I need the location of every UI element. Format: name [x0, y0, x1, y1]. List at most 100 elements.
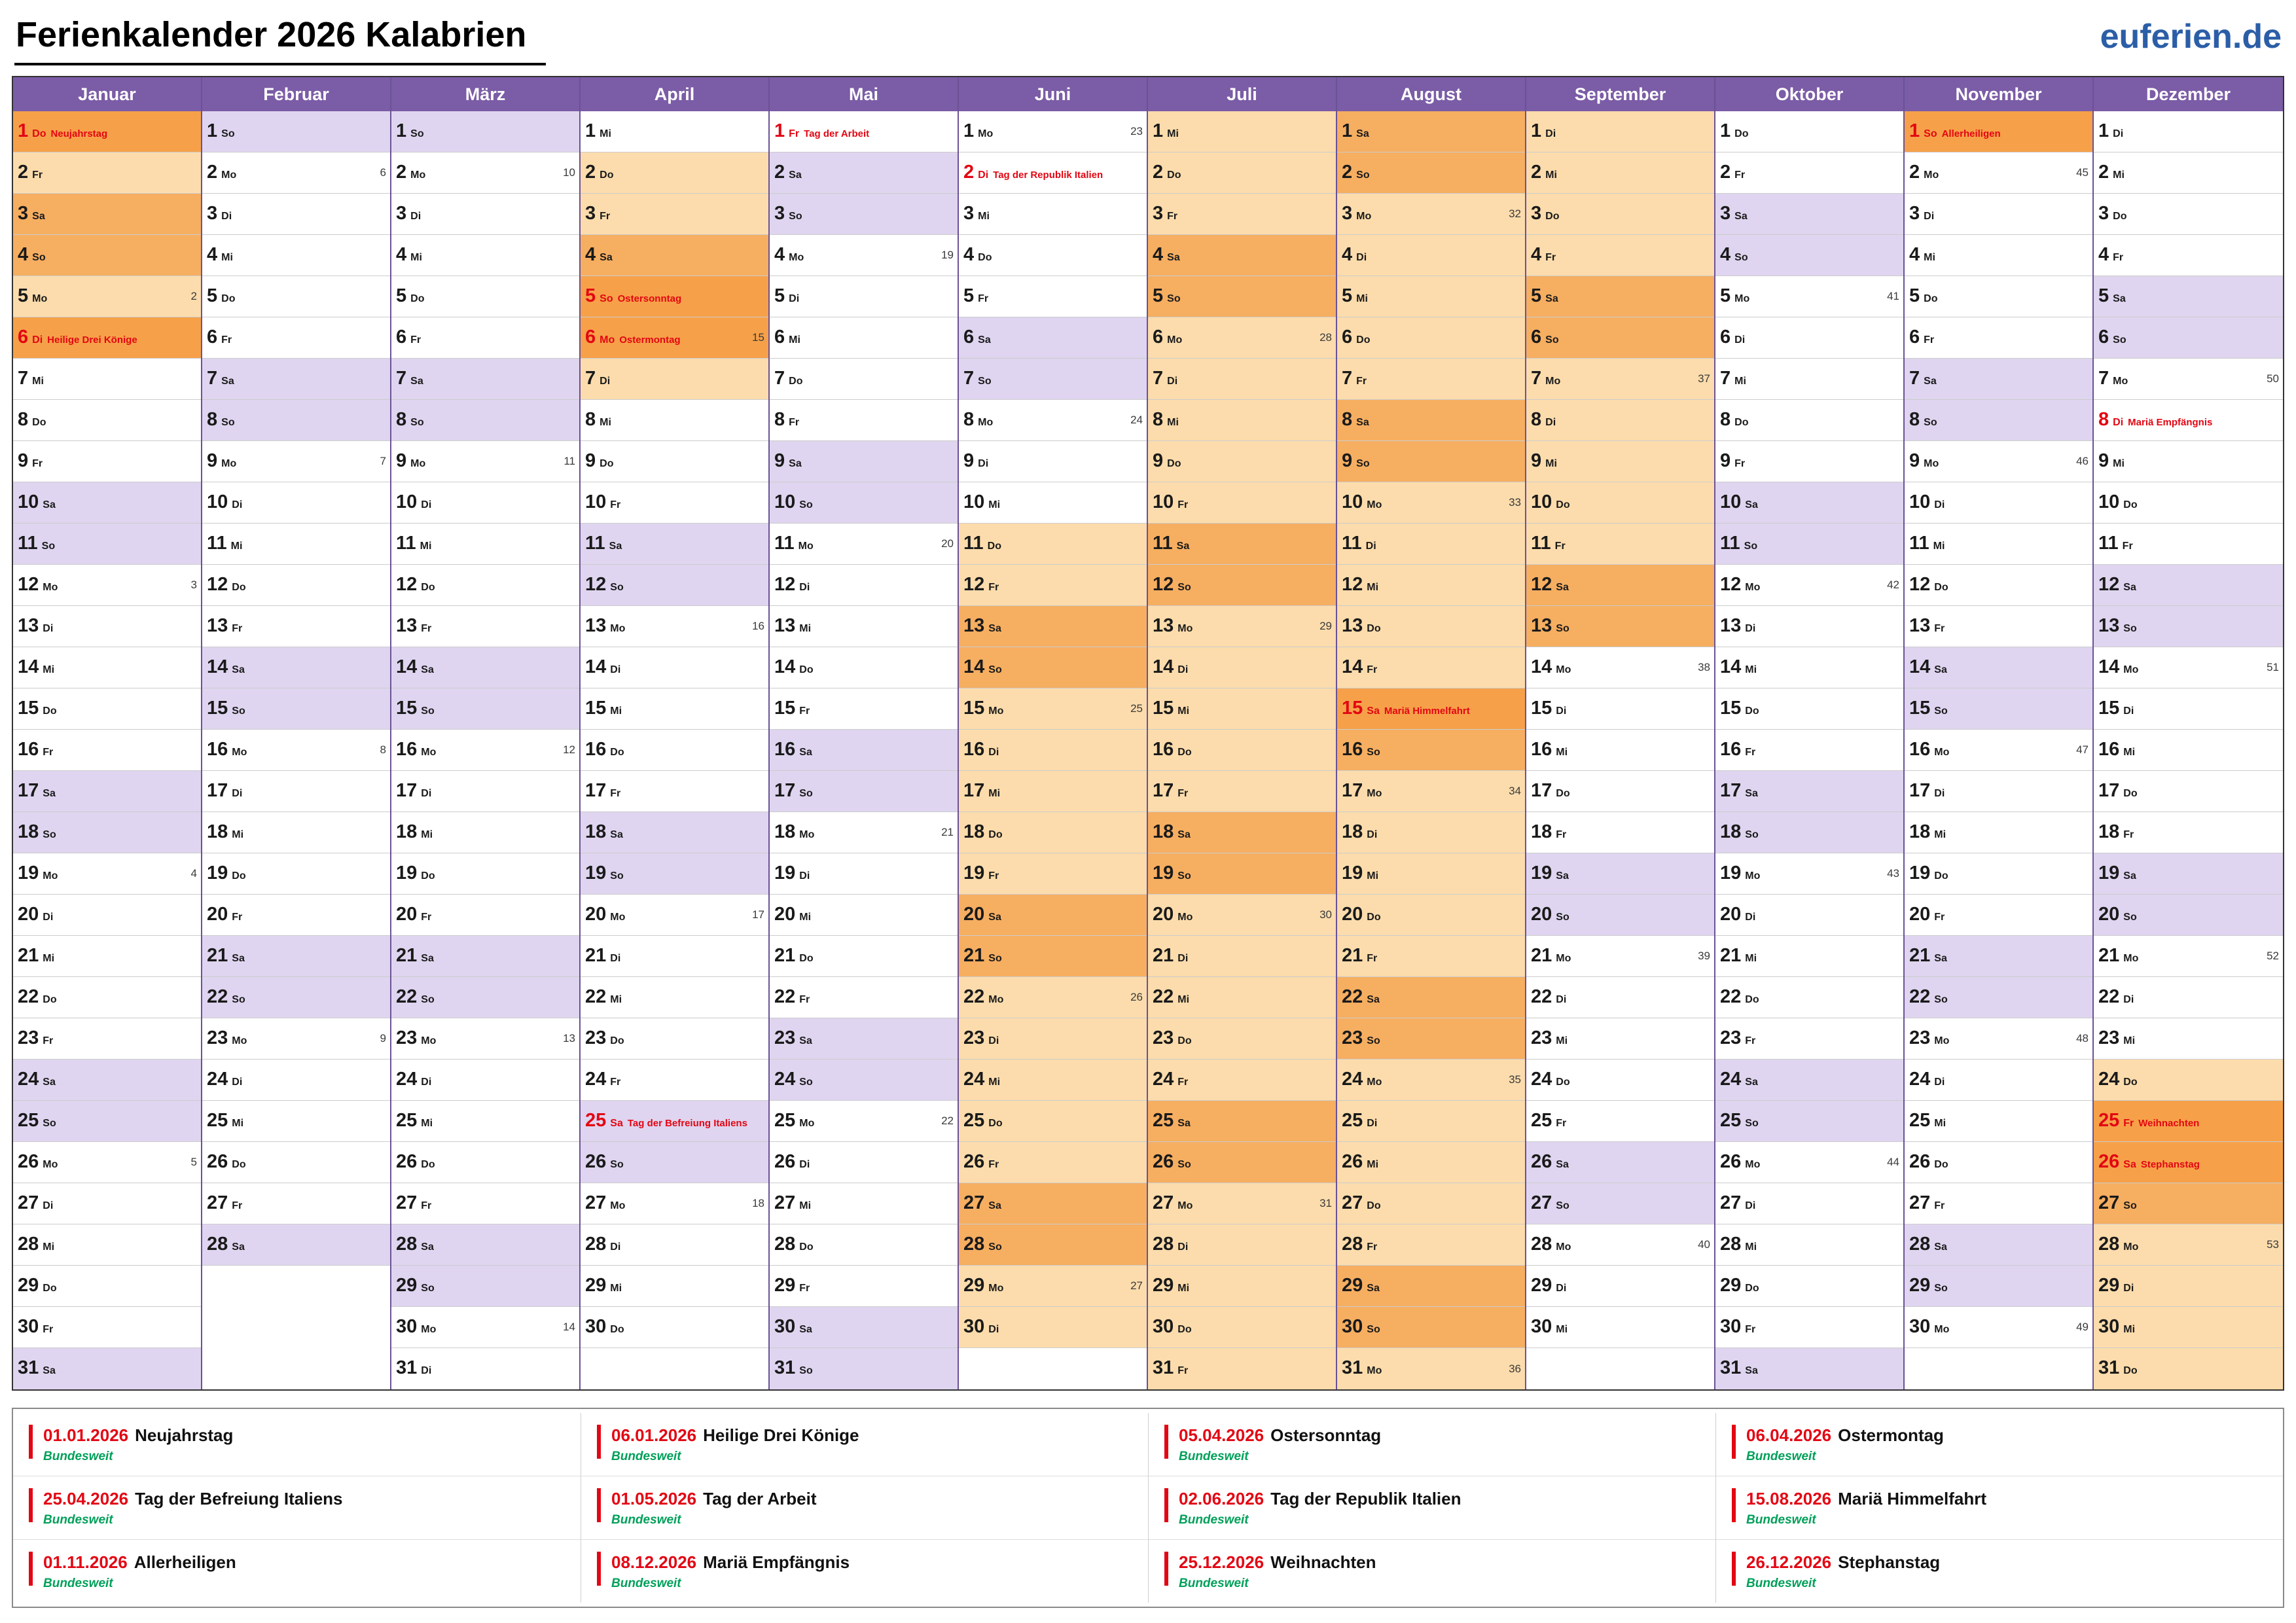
- day-number: 9: [207, 450, 218, 471]
- day-cell: 1 Do: [1715, 111, 1903, 152]
- week-number: 6: [380, 166, 386, 179]
- day-cell: 31 Mo 36: [1337, 1348, 1525, 1389]
- day-cell: 13 Di: [13, 606, 201, 647]
- day-cell: 22 So: [202, 977, 390, 1018]
- month-column: September 1 Di 2 Mi 3 Do 4 Fr 5 Sa 6 So 7 Mo 37 8 Di 9 Mi 10…: [1526, 77, 1715, 1389]
- day-cell: 13 Fr: [1905, 606, 2092, 647]
- day-number: 16: [207, 739, 228, 760]
- day-cell: 11 So: [1715, 524, 1903, 565]
- weekday-label: So: [610, 582, 624, 593]
- day-cell: 30 Mi: [2094, 1307, 2283, 1348]
- day-number: 23: [1909, 1027, 1931, 1048]
- weekday-label: Mi: [1933, 541, 1945, 552]
- month-column: Februar 1 So 2 Mo 6 3 Di 4 Mi 5 Do 6 Fr 7 Sa 8 So 9 Mo 7 10 Di…: [202, 77, 391, 1389]
- day-cell: 3 Di: [202, 194, 390, 235]
- day-cell: 5 So: [1148, 276, 1336, 317]
- legend-holiday-name: Stephanstag: [1838, 1552, 1941, 1572]
- day-number: 28: [18, 1234, 39, 1255]
- legend-date: 02.06.2026: [1179, 1489, 1265, 1508]
- day-cell: 29 Mi: [1148, 1266, 1336, 1307]
- day-number: 10: [1153, 491, 1174, 512]
- day-cell: 29 So: [1905, 1266, 2092, 1307]
- day-cell: 23 So: [1337, 1018, 1525, 1060]
- week-number: 52: [2267, 950, 2279, 962]
- day-number: 30: [396, 1316, 418, 1337]
- day-number: 8: [585, 409, 596, 430]
- day-number: 17: [963, 780, 985, 801]
- day-number: 15: [963, 698, 985, 719]
- week-number: 3: [190, 579, 197, 591]
- day-cell: 2 Mi: [2094, 152, 2283, 194]
- day-cell: 20 Fr: [1905, 895, 2092, 936]
- weekday-label: Do: [232, 582, 246, 593]
- weekday-label: Mo: [1745, 870, 1761, 882]
- weekday-label: Do: [1167, 458, 1181, 469]
- week-number: 37: [1698, 372, 1710, 385]
- day-cell: 20 Mi: [770, 895, 958, 936]
- day-cell: 22 Do: [1715, 977, 1903, 1018]
- day-number: 8: [396, 409, 407, 430]
- day-number: 21: [1342, 945, 1363, 966]
- day-cell: 12 Mo 3: [13, 565, 201, 606]
- weekday-label: Di: [1734, 334, 1746, 346]
- day-cell: 15 So: [1905, 688, 2092, 730]
- weekday-label: Sa: [1356, 128, 1369, 139]
- day-cell: 3 Fr: [1148, 194, 1336, 235]
- legend-date: 06.04.2026: [1746, 1425, 1832, 1445]
- weekday-label: Fr: [1734, 458, 1746, 469]
- day-cell: 17 Sa: [13, 771, 201, 812]
- legend-region: Bundesweit: [43, 1577, 113, 1590]
- day-cell: 19 So: [581, 853, 768, 895]
- day-number: 5: [1720, 285, 1731, 306]
- day-cell: 28 Sa: [202, 1224, 390, 1266]
- day-number: 20: [1153, 904, 1174, 925]
- weekday-label: Mi: [988, 499, 1001, 510]
- weekday-label: Mi: [1745, 664, 1757, 675]
- day-number: 12: [585, 574, 607, 595]
- day-number: 15: [207, 698, 228, 719]
- day-cell: 22 Mo 26: [959, 977, 1147, 1018]
- weekday-label: Mo: [1556, 953, 1571, 964]
- day-cell: 26 So: [1148, 1142, 1336, 1183]
- day-cell: 30 Di: [959, 1307, 1147, 1348]
- day-cell: 12 Do: [391, 565, 579, 606]
- day-number: 30: [774, 1316, 796, 1337]
- day-number: 15: [18, 698, 39, 719]
- weekday-label: Mi: [600, 128, 611, 139]
- brand-logo[interactable]: euferien.de: [2100, 18, 2282, 56]
- day-cell: 4 Do: [959, 235, 1147, 276]
- day-cell: 10 Di: [202, 482, 390, 524]
- day-number: 6: [2098, 327, 2109, 348]
- weekday-label: Sa: [1177, 1118, 1191, 1129]
- weekday-label: Mo: [2123, 953, 2139, 964]
- weekday-label: Mi: [2123, 1324, 2136, 1335]
- week-number: 48: [2076, 1032, 2089, 1044]
- weekday-label: Fr: [410, 334, 422, 346]
- weekday-label: Sa: [1934, 953, 1947, 964]
- day-number: 4: [1531, 244, 1542, 265]
- day-cell: 5 Do: [202, 276, 390, 317]
- legend-holiday-name: Heilige Drei Könige: [703, 1425, 859, 1445]
- day-number: 2: [1531, 162, 1542, 183]
- day-number: 13: [1342, 615, 1363, 636]
- day-cell: 26 Mo 44: [1715, 1142, 1903, 1183]
- weekday-label: Do: [600, 169, 614, 181]
- day-number: 5: [1531, 285, 1542, 306]
- weekday-label: Fr: [610, 499, 621, 510]
- day-number: 25: [963, 1110, 985, 1131]
- day-number: 5: [1909, 285, 1920, 306]
- weekday-label: Sa: [43, 788, 56, 799]
- day-cell: [202, 1266, 390, 1307]
- week-number: 21: [941, 826, 954, 838]
- day-number: 18: [18, 821, 39, 842]
- day-number: 28: [585, 1234, 607, 1255]
- day-number: 4: [1342, 244, 1353, 265]
- weekday-label: Fr: [789, 417, 800, 428]
- week-number: 26: [1130, 991, 1143, 1003]
- day-number: 9: [1342, 450, 1353, 471]
- week-number: 43: [1887, 867, 1899, 880]
- day-number: 8: [963, 409, 975, 430]
- day-number: 19: [1720, 863, 1742, 883]
- day-cell: 2 Fr: [1715, 152, 1903, 194]
- weekday-label: Do: [43, 994, 57, 1005]
